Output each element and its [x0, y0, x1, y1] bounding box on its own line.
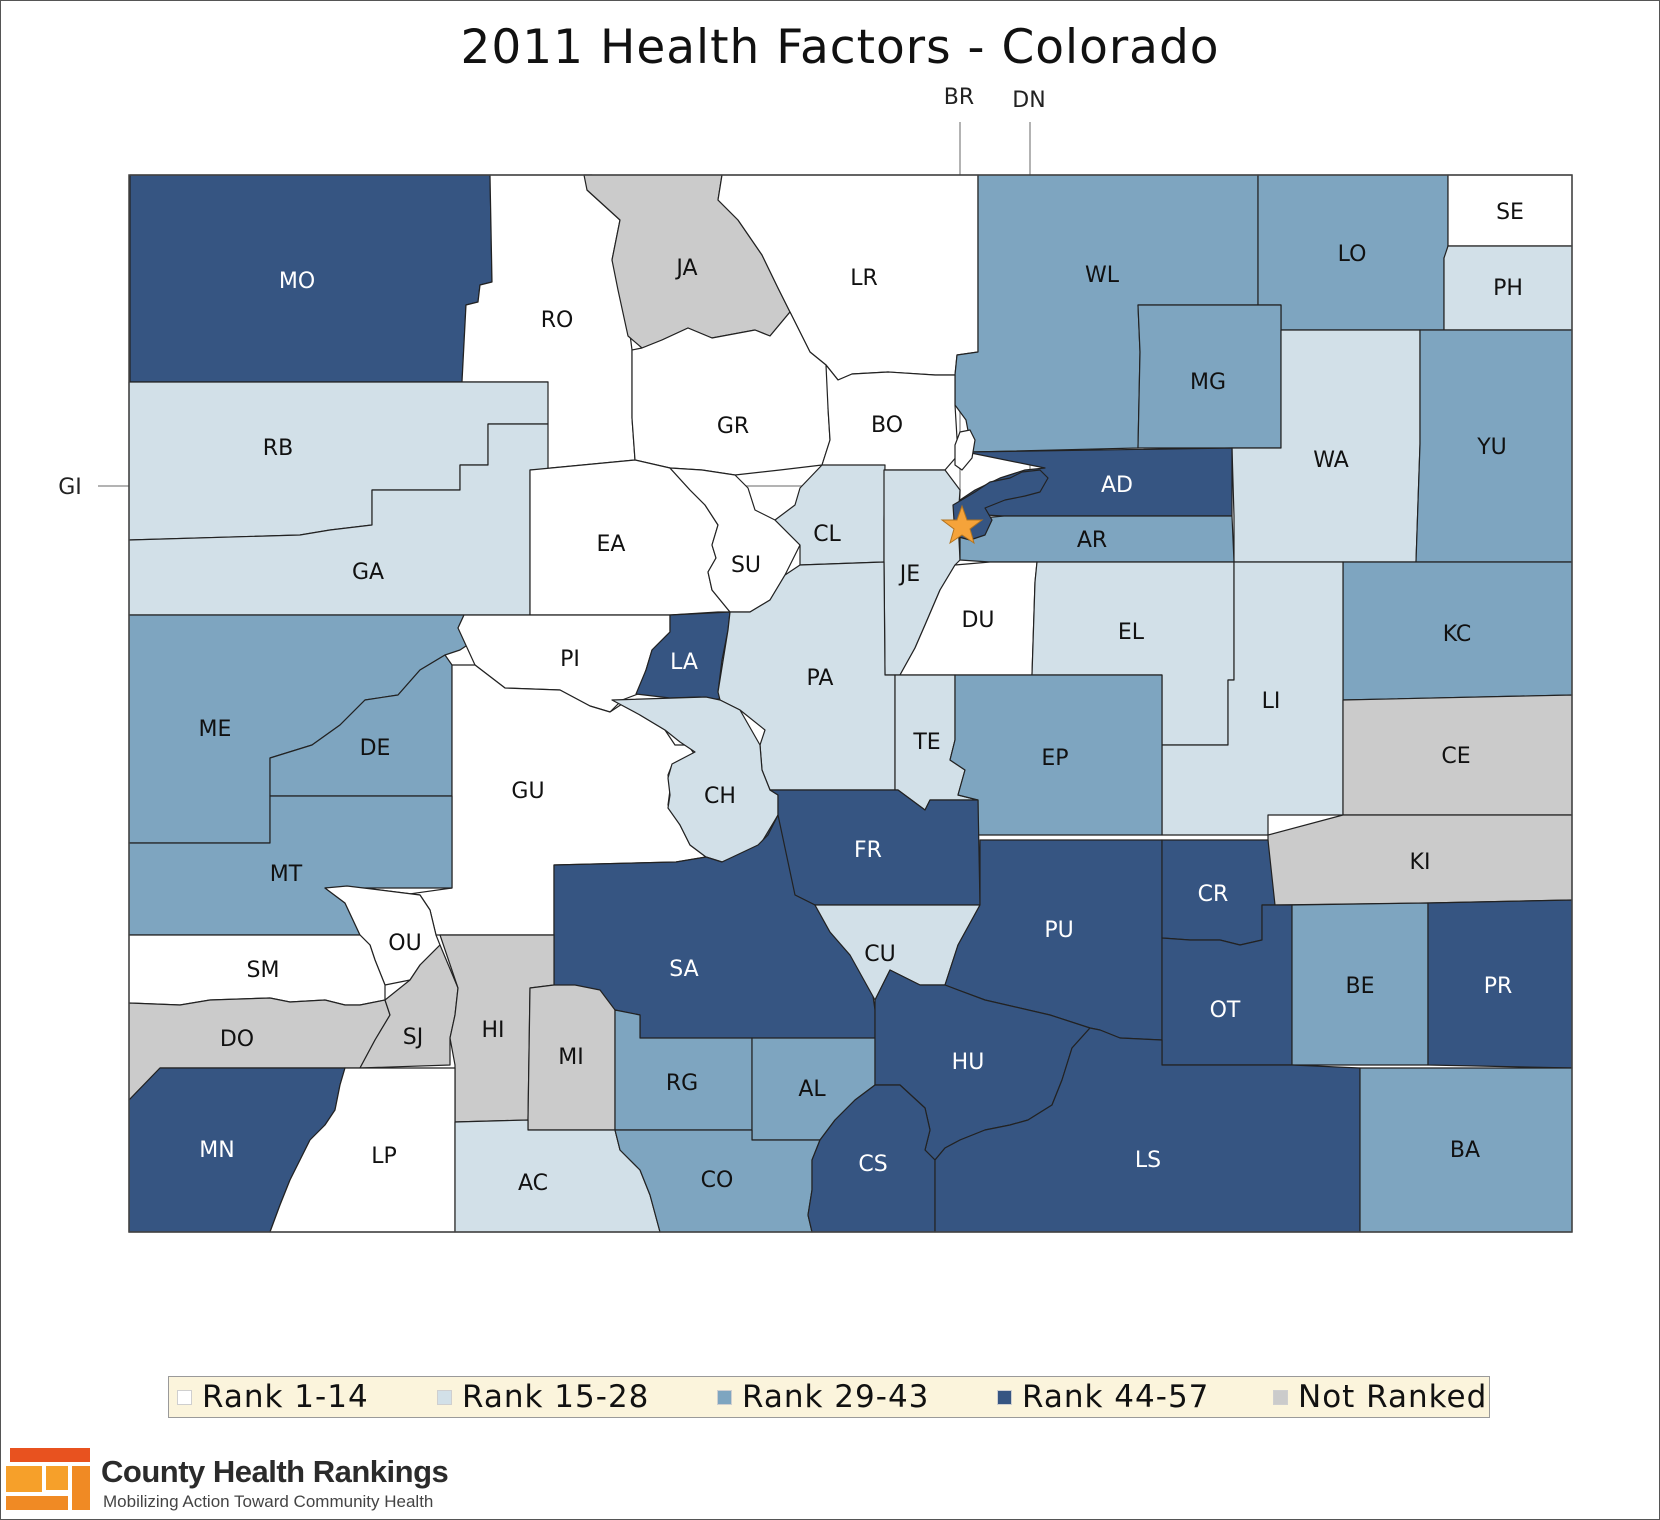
county-label-ce: CE — [1441, 744, 1470, 769]
legend-swatch-rank-29-43 — [717, 1389, 732, 1405]
legend-label: Rank 1-14 — [202, 1379, 369, 1415]
legend-item-rank-29-43: Rank 29-43 — [717, 1377, 929, 1417]
county-label-ga: GA — [352, 560, 384, 585]
county-label-be: BE — [1346, 974, 1375, 999]
brand-tagline: Mobilizing Action Toward Community Healt… — [103, 1492, 434, 1511]
legend-item-rank-1-14: Rank 1-14 — [177, 1377, 369, 1417]
county-label-je: JE — [898, 562, 920, 587]
county-br — [954, 429, 976, 471]
county-label-gr: GR — [717, 414, 749, 439]
legend-swatch-rank-1-14 — [177, 1389, 192, 1405]
dn-external-label: DN — [1012, 88, 1045, 113]
county-label-co: CO — [701, 1168, 734, 1193]
legend-label: Rank 44-57 — [1022, 1379, 1210, 1415]
gi-external-label: GI — [58, 475, 82, 500]
county-label-sj: SJ — [403, 1025, 423, 1050]
legend-swatch-rank-44-57 — [997, 1389, 1012, 1405]
county-label-li: LI — [1262, 689, 1281, 714]
county-label-ki: KI — [1410, 850, 1431, 875]
county-label-te: TE — [912, 730, 940, 755]
county-label-pa: PA — [807, 666, 834, 691]
county-label-kc: KC — [1443, 622, 1472, 647]
county-label-ch: CH — [704, 784, 736, 809]
county-label-cr: CR — [1198, 882, 1229, 907]
county-label-ls: LS — [1135, 1148, 1161, 1173]
county-label-ar: AR — [1077, 528, 1107, 553]
county-label-ou: OU — [388, 931, 421, 956]
county-label-rg: RG — [666, 1071, 698, 1096]
legend-swatch-rank-15-28 — [437, 1389, 452, 1405]
county-label-ba: BA — [1450, 1138, 1480, 1163]
br-external-label: BR — [944, 85, 974, 110]
county-label-la: LA — [670, 650, 698, 675]
county-label-fr: FR — [854, 838, 882, 863]
map-title: 2011 Health Factors - Colorado — [460, 20, 1220, 75]
legend-swatch-not-ranked — [1273, 1389, 1288, 1405]
county-label-mi: MI — [558, 1045, 583, 1070]
county-label-pr: PR — [1484, 974, 1513, 999]
legend-label: Rank 15-28 — [462, 1379, 650, 1415]
county-label-ea: EA — [597, 532, 626, 557]
county-label-gu: GU — [511, 779, 544, 804]
denver-star-icon — [940, 504, 984, 545]
county-label-pi: PI — [560, 647, 580, 672]
legend: Rank 1-14 Rank 15-28 Rank 29-43 Rank 44-… — [168, 1376, 1490, 1418]
county-label-lr: LR — [850, 266, 878, 291]
county-label-yu: YU — [1476, 435, 1507, 460]
county-label-ep: EP — [1041, 746, 1068, 771]
county-label-rb: RB — [263, 436, 293, 461]
county-label-mt: MT — [270, 862, 303, 887]
county-label-du: DU — [961, 608, 994, 633]
county-label-mo: MO — [279, 269, 315, 294]
county-label-al: AL — [798, 1077, 826, 1102]
county-label-de: DE — [360, 736, 391, 761]
county-bo — [821, 364, 959, 471]
county-cs — [807, 1084, 936, 1233]
county-label-lo: LO — [1338, 242, 1367, 267]
county-label-cs: CS — [858, 1152, 887, 1177]
legend-label: Not Ranked — [1298, 1379, 1488, 1415]
county-label-hi: HI — [481, 1018, 504, 1043]
county-label-cu: CU — [864, 942, 895, 967]
legend-item-rank-15-28: Rank 15-28 — [437, 1377, 649, 1417]
county-label-lp: LP — [371, 1144, 397, 1169]
county-label-ot: OT — [1210, 998, 1241, 1023]
county-label-el: EL — [1118, 620, 1145, 645]
county-label-ro: RO — [541, 308, 574, 333]
county-label-mn: MN — [199, 1138, 234, 1163]
county-label-ad: AD — [1101, 473, 1133, 498]
legend-item-rank-44-57: Rank 44-57 — [997, 1377, 1209, 1417]
county-layer: MO RO JA LR WL LO SE PH RB GR BO MG WA YU GA EA SU CL JE AD… — [128, 174, 1573, 1233]
county-label-hu: HU — [952, 1050, 985, 1075]
county-label-ph: PH — [1493, 276, 1523, 301]
county-label-cl: CL — [813, 522, 841, 547]
legend-item-not-ranked: Not Ranked — [1273, 1377, 1487, 1417]
state-outline — [128, 174, 1573, 1233]
county-health-rankings-logo-icon — [6, 1448, 90, 1510]
legend-label: Rank 29-43 — [742, 1379, 930, 1415]
county-label-pu: PU — [1044, 918, 1073, 943]
county-label-su: SU — [731, 553, 761, 578]
county-label-wa: WA — [1313, 448, 1349, 473]
county-label-sa: SA — [669, 957, 698, 982]
county-label-bo: BO — [871, 413, 903, 438]
county-label-ja: JA — [674, 256, 697, 281]
county-label-sm: SM — [247, 958, 280, 983]
county-label-mg: MG — [1190, 370, 1226, 395]
county-label-se: SE — [1496, 200, 1524, 225]
county-label-wl: WL — [1085, 263, 1120, 288]
county-label-ac: AC — [518, 1171, 548, 1196]
county-label-do: DO — [220, 1027, 254, 1052]
county-label-me: ME — [199, 717, 232, 742]
brand-name: County Health Rankings — [101, 1454, 449, 1489]
